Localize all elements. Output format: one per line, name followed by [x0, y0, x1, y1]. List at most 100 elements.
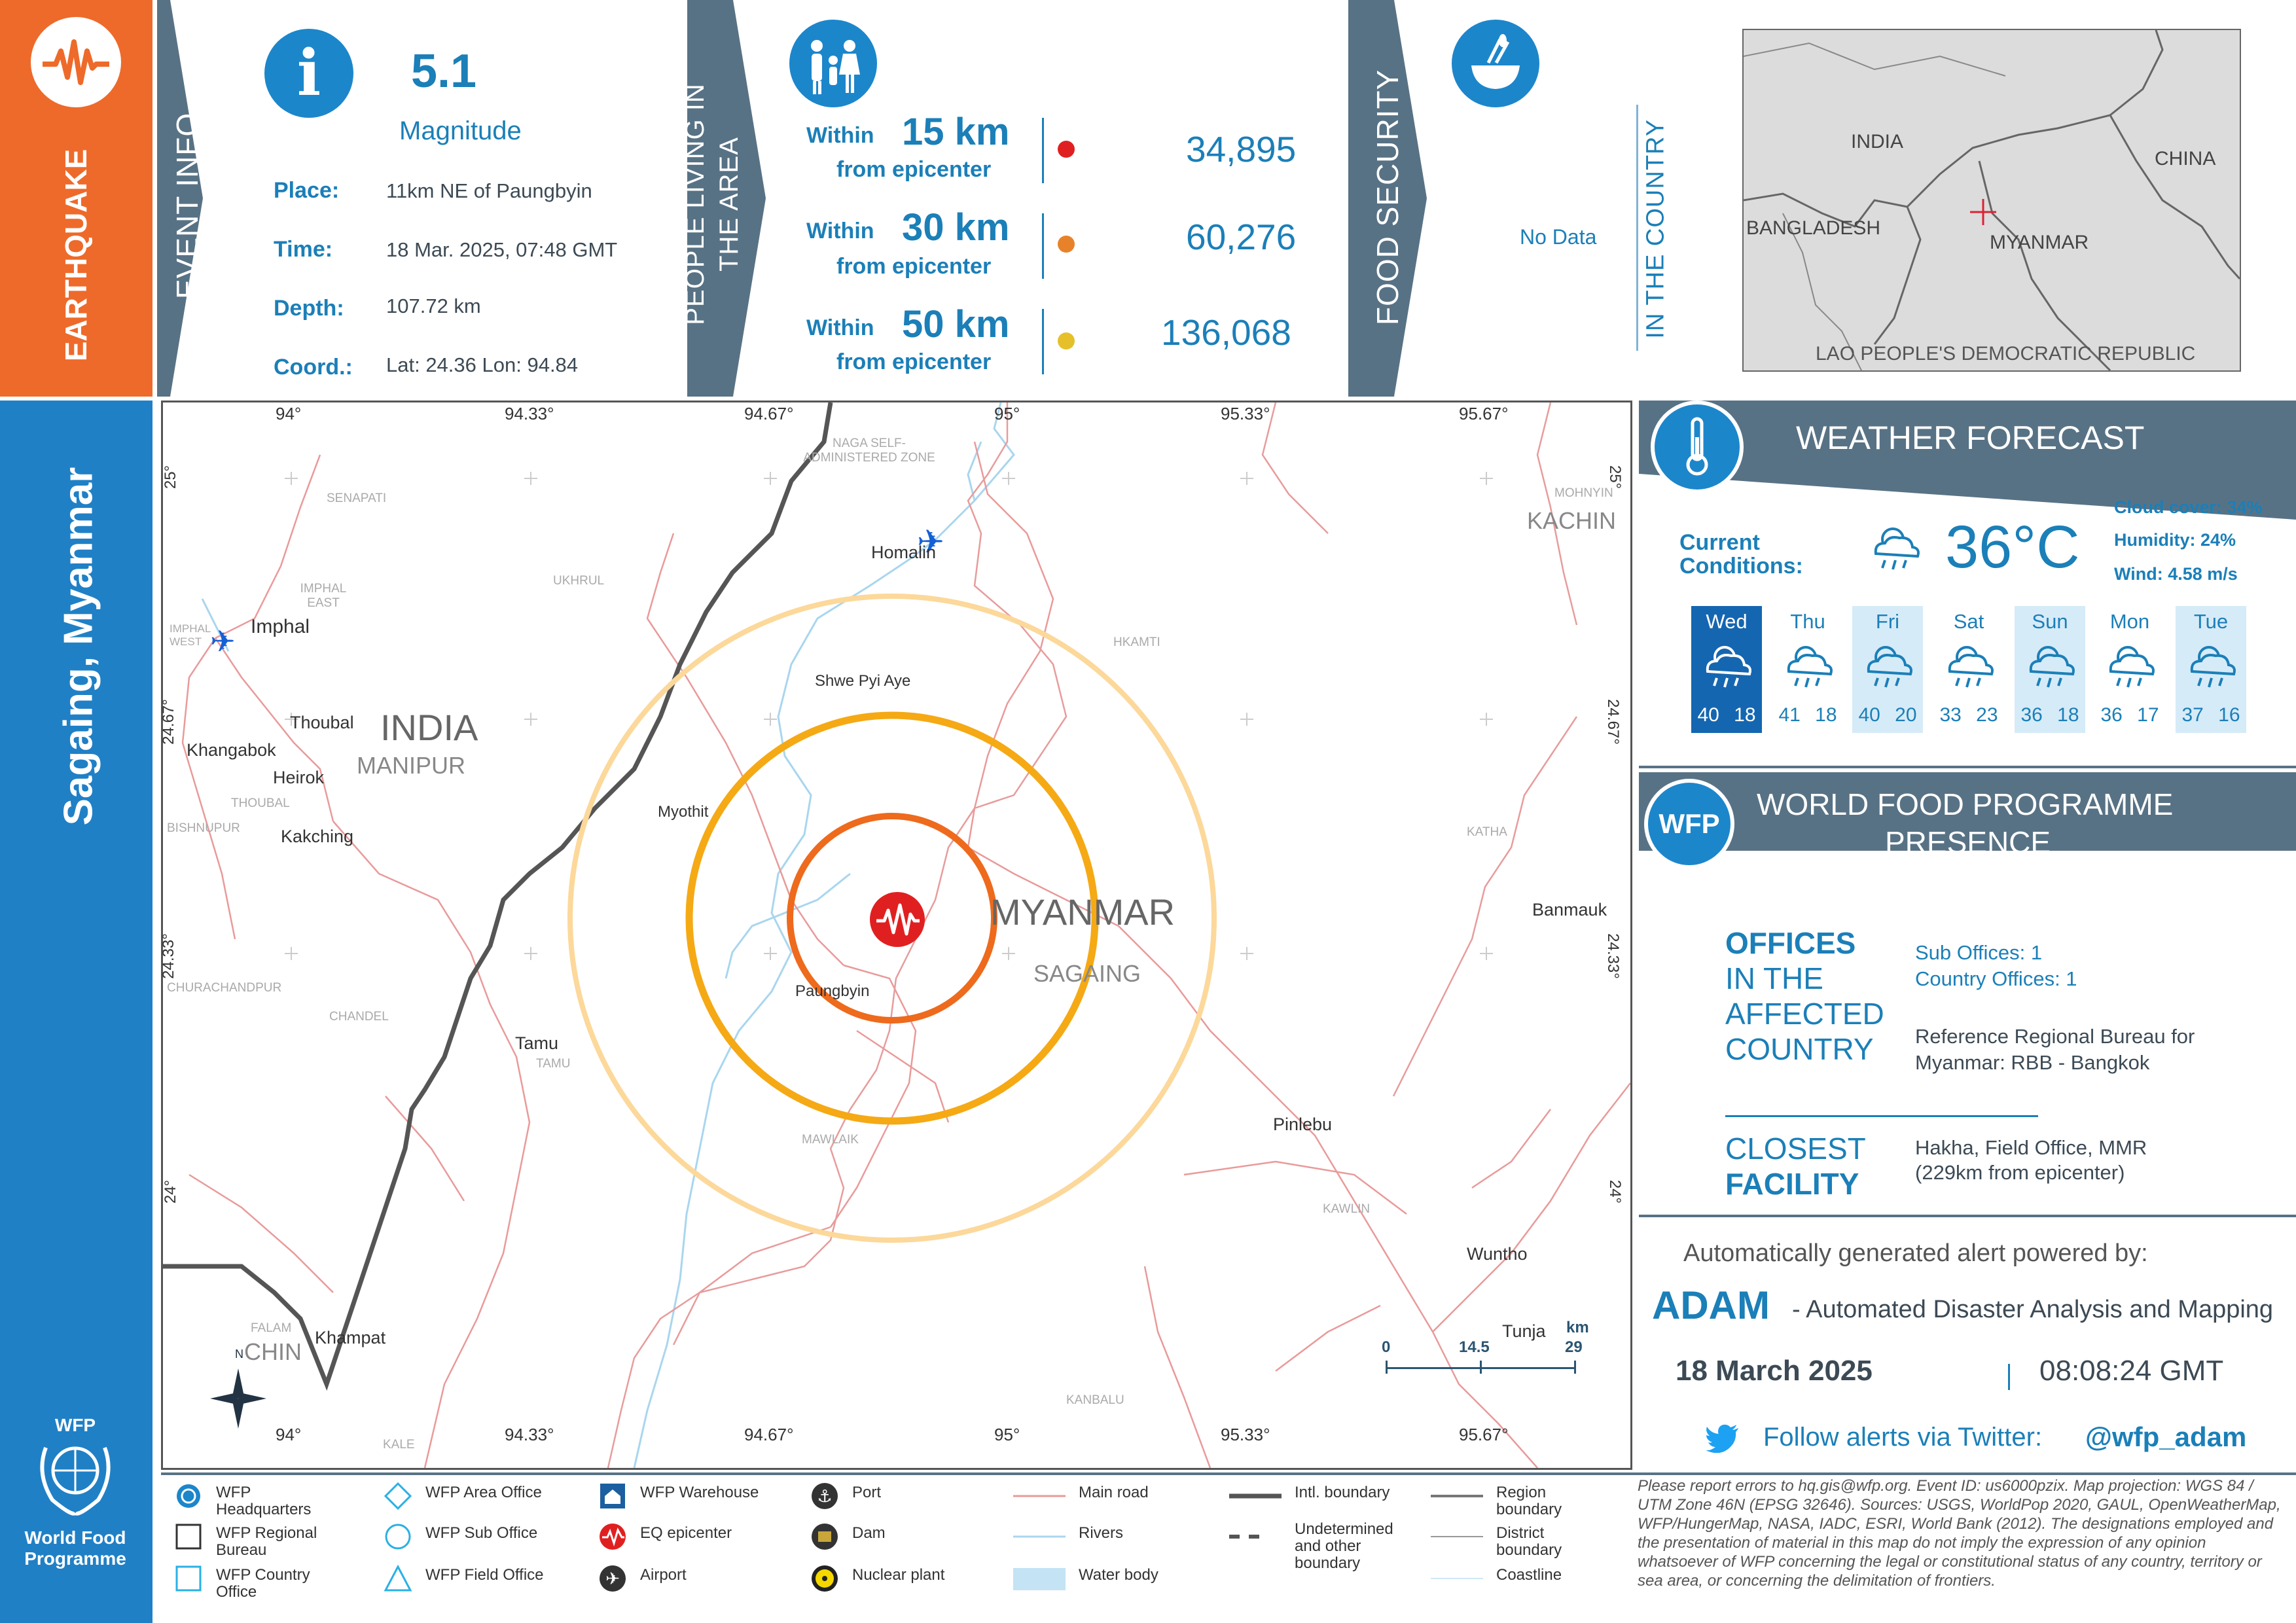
legend-wh-icon — [600, 1484, 625, 1508]
district-label: KATHA — [1467, 825, 1507, 839]
lon-tick-bottom: 94.33° — [505, 1425, 554, 1444]
district-label: CHURACHANDPUR — [167, 981, 282, 995]
district-label: FALAM — [251, 1321, 292, 1335]
map-label-chin: CHIN — [244, 1338, 302, 1365]
family-icon — [789, 20, 877, 107]
twitter-icon[interactable] — [1706, 1424, 1740, 1454]
lon-tick-top: 95° — [994, 404, 1020, 423]
wfp-badge: WFP — [1644, 779, 1734, 869]
rain-cloud-icon — [1787, 646, 1833, 688]
legend-label: WFP Sub Office — [425, 1524, 538, 1542]
people-label-line-1: PEOPLE LIVING IN — [681, 83, 709, 325]
current-label-1: Current — [1679, 530, 1760, 555]
lon-tick-top: 94.33° — [505, 404, 554, 423]
rain-cloud-icon — [2109, 646, 2155, 688]
main-map: ✈ ✈ 94° 94.33° 94.67° 95° 95.33° 95.67° … — [160, 401, 1632, 1470]
adam-title: ADAM — [1652, 1283, 1770, 1327]
legend-district-icon — [1431, 1536, 1483, 1537]
in-country-label: IN THE COUNTRY — [1641, 118, 1670, 339]
forecast-lo: 16 — [2218, 704, 2240, 726]
magnitude-label: Magnitude — [399, 116, 522, 145]
district-label: MOHNYIN — [1554, 486, 1613, 500]
legend-label: District boundary — [1496, 1524, 1562, 1559]
pop-within-1: Within — [806, 123, 874, 148]
svg-text:⚓: ⚓ — [817, 1487, 832, 1507]
district-label: IMPHAL WEST — [170, 622, 211, 648]
humidity: Humidity: 24% — [2114, 530, 2236, 550]
forecast-day: Tue 37 16 — [2176, 606, 2246, 733]
district-label: SENAPATI — [327, 491, 387, 505]
legend-eq-icon — [600, 1524, 626, 1550]
alert-time: 08:08:24 GMT — [2039, 1355, 2224, 1387]
wind: Wind: 4.58 m/s — [2114, 564, 2238, 584]
coord-value: Lat: 24.36 Lon: 94.84 — [386, 353, 579, 376]
city-label: Homalin — [871, 543, 937, 562]
inset-map: INDIA CHINA BANGLADESH MYANMAR LAO PEOPL… — [1742, 29, 2241, 372]
forecast-day-name: Wed — [1706, 610, 1748, 633]
district-label: THOUBAL — [231, 796, 290, 810]
info-icon: i — [264, 29, 353, 118]
legend-hq-icon — [177, 1484, 200, 1508]
legend-label: Main road — [1079, 1484, 1149, 1501]
svg-text:✈: ✈ — [605, 1569, 620, 1589]
pop-value-1: 34,895 — [1186, 129, 1297, 169]
city-label: Tamu — [515, 1033, 559, 1053]
wfp-title-1: WORLD FOOD PROGRAMME — [1757, 787, 2174, 821]
district-label: BISHNUPUR — [167, 821, 240, 835]
forecast-hi: 37 — [2181, 704, 2204, 726]
legend-label: WFP Country Office — [216, 1566, 310, 1601]
legend-label: Intl. boundary — [1295, 1484, 1390, 1501]
closest-heading-2: FACILITY — [1725, 1167, 1859, 1201]
wfp-emblem-icon — [40, 1446, 111, 1516]
forecast-day-name: Fri — [1875, 610, 1900, 633]
forecast-hi: 36 — [2020, 704, 2043, 726]
rain-cloud-icon — [1948, 646, 1994, 688]
city-label: Banmauk — [1532, 900, 1607, 919]
lon-tick-top: 95.33° — [1221, 404, 1270, 423]
forecast-lo: 20 — [1895, 704, 1917, 726]
district-label: NAGA SELF-ADMINISTERED ZONE — [803, 437, 935, 465]
north-label: N — [235, 1347, 243, 1361]
forecast-day: Mon 36 17 — [2094, 606, 2165, 733]
pop-within-2: Within — [806, 219, 874, 243]
hazard-label: EARTHQUAKE — [59, 149, 93, 362]
legend-ao-icon — [384, 1482, 412, 1510]
legend-water-icon — [1013, 1568, 1066, 1590]
legend-label: Coastline — [1496, 1566, 1562, 1584]
city-label: Heirok — [273, 768, 325, 787]
pop-from-1: from epicenter — [836, 157, 992, 182]
legend-label: Water body — [1079, 1566, 1158, 1584]
legend-undet-icon — [1229, 1535, 1259, 1539]
city-label: Kakching — [281, 827, 354, 846]
forecast-day-name: Thu — [1790, 610, 1825, 633]
cloud-cover: Cloud cover: 34% — [2114, 497, 2263, 517]
current-label-2: Conditions: — [1679, 554, 1803, 579]
map-label-india: INDIA — [380, 707, 478, 748]
scale-tick: 0 — [1382, 1338, 1391, 1356]
forecast-day: Thu 41 18 — [1772, 606, 1843, 733]
people-label-line-2: THE AREA — [715, 137, 744, 272]
rain-cloud-icon — [1706, 646, 1751, 688]
lat-tick-right: 24.67° — [1604, 699, 1622, 745]
logo-name-2: Programme — [24, 1548, 126, 1569]
legend-label: Nuclear plant — [852, 1566, 945, 1584]
forecast-day-name: Tue — [2193, 610, 2229, 633]
city-label: Shwe Pyi Aye — [815, 672, 911, 690]
food-chevron — [1348, 0, 1427, 397]
pop-value-2: 60,276 — [1186, 217, 1297, 257]
district-label: HKAMTI — [1113, 635, 1160, 649]
event-info-label: EVENT INFO — [170, 112, 204, 299]
legend-label: WFP Area Office — [425, 1484, 542, 1501]
weather-title: WEATHER FORECAST — [1796, 419, 2145, 456]
forecast-lo: 18 — [1734, 704, 1756, 726]
north-arrow: N — [209, 1347, 268, 1431]
wfp-banner — [1639, 772, 2296, 851]
twitter-handle[interactable]: @wfp_adam — [2085, 1421, 2247, 1452]
city-label: Khangabok — [187, 740, 276, 760]
legend-label: Port — [852, 1484, 882, 1501]
map-legend: WFP Headquarters WFP Regional Bureau WFP C… — [161, 1476, 1634, 1623]
forecast-lo: 18 — [2057, 704, 2079, 726]
closest-value-1: Hakha, Field Office, MMR — [1915, 1136, 2147, 1159]
legend-dam-icon — [812, 1524, 838, 1550]
pop-dot-1 — [1058, 141, 1075, 158]
